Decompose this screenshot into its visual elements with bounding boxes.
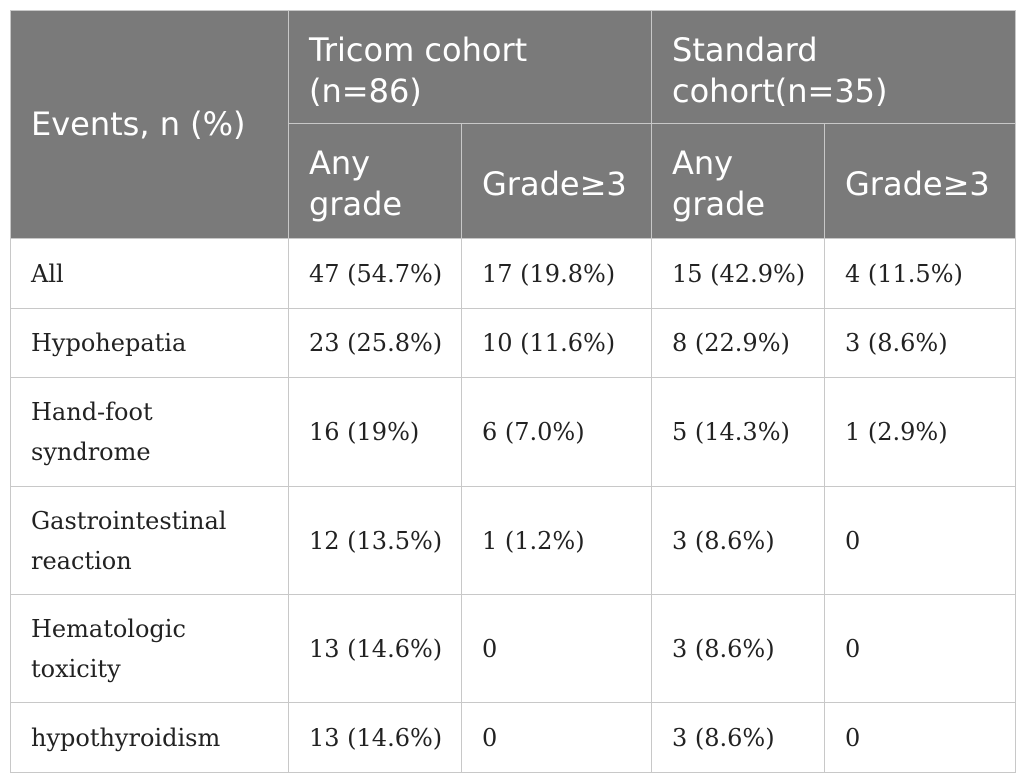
- table-row: Hand-foot syndrome 16 (19%) 6 (7.0%) 5 (…: [10, 377, 1017, 487]
- standard-any-grade-value: 8 (22.9%): [651, 308, 825, 378]
- event-name: All: [10, 238, 289, 309]
- header-events: Events, n (%): [10, 10, 289, 239]
- event-name: hypothyroidism: [10, 702, 289, 773]
- tricom-any-grade-value: 13 (14.6%): [288, 702, 462, 773]
- tricom-grade-ge3-value: 17 (19.8%): [461, 238, 652, 309]
- standard-grade-ge3-value: 1 (2.9%): [823, 377, 1017, 487]
- table-row: hypothyroidism 13 (14.6%) 0 3 (8.6%) 0: [10, 702, 1017, 773]
- event-name: Hematologic toxicity: [10, 594, 289, 703]
- tricom-any-grade-value: 47 (54.7%): [288, 238, 462, 309]
- table-row: Hematologic toxicity 13 (14.6%) 0 3 (8.6…: [10, 594, 1017, 703]
- header-standard-cohort: Standard cohort(n=35): [650, 10, 1017, 124]
- table-row: All 47 (54.7%) 17 (19.8%) 15 (42.9%) 4 (…: [10, 238, 1017, 309]
- standard-grade-ge3-value: 0: [823, 702, 1017, 773]
- tricom-grade-ge3-value: 0: [461, 702, 652, 773]
- standard-grade-ge3-value: 4 (11.5%): [823, 238, 1017, 309]
- standard-any-grade-value: 3 (8.6%): [651, 486, 825, 595]
- header-row-grades: Any grade Grade≥3 Any grade Grade≥3: [11, 123, 1017, 239]
- tricom-any-grade-value: 23 (25.8%): [288, 308, 462, 378]
- header-standard-grade-ge3: Grade≥3: [823, 123, 1017, 239]
- adverse-events-table: Events, n (%) Tricom cohort (n=86) Stand…: [10, 10, 1017, 773]
- standard-any-grade-value: 3 (8.6%): [651, 594, 825, 703]
- tricom-grade-ge3-value: 6 (7.0%): [461, 377, 652, 487]
- event-name: Hypohepatia: [10, 308, 289, 378]
- table-header: Events, n (%) Tricom cohort (n=86) Stand…: [10, 10, 1017, 239]
- event-name: Gastrointestinal reaction: [10, 486, 289, 595]
- standard-any-grade-value: 3 (8.6%): [651, 702, 825, 773]
- tricom-any-grade-value: 16 (19%): [288, 377, 462, 487]
- standard-grade-ge3-value: 0: [823, 594, 1017, 703]
- standard-any-grade-value: 5 (14.3%): [651, 377, 825, 487]
- standard-grade-ge3-value: 3 (8.6%): [823, 308, 1017, 378]
- event-name: Hand-foot syndrome: [10, 377, 289, 487]
- table-row: Gastrointestinal reaction 12 (13.5%) 1 (…: [10, 486, 1017, 595]
- header-tricom-any-grade: Any grade: [288, 123, 462, 239]
- header-tricom-cohort: Tricom cohort (n=86): [288, 10, 652, 124]
- standard-grade-ge3-value: 0: [823, 486, 1017, 595]
- table-row: Hypohepatia 23 (25.8%) 10 (11.6%) 8 (22.…: [10, 308, 1017, 378]
- header-standard-any-grade: Any grade: [651, 123, 825, 239]
- tricom-any-grade-value: 13 (14.6%): [288, 594, 462, 703]
- tricom-any-grade-value: 12 (13.5%): [288, 486, 462, 595]
- header-tricom-grade-ge3: Grade≥3: [461, 123, 652, 239]
- standard-any-grade-value: 15 (42.9%): [651, 238, 825, 309]
- table-body: All 47 (54.7%) 17 (19.8%) 15 (42.9%) 4 (…: [10, 238, 1017, 773]
- tricom-grade-ge3-value: 10 (11.6%): [461, 308, 652, 378]
- header-row-cohorts: Events, n (%) Tricom cohort (n=86) Stand…: [10, 10, 1017, 239]
- tricom-grade-ge3-value: 0: [461, 594, 652, 703]
- tricom-grade-ge3-value: 1 (1.2%): [461, 486, 652, 595]
